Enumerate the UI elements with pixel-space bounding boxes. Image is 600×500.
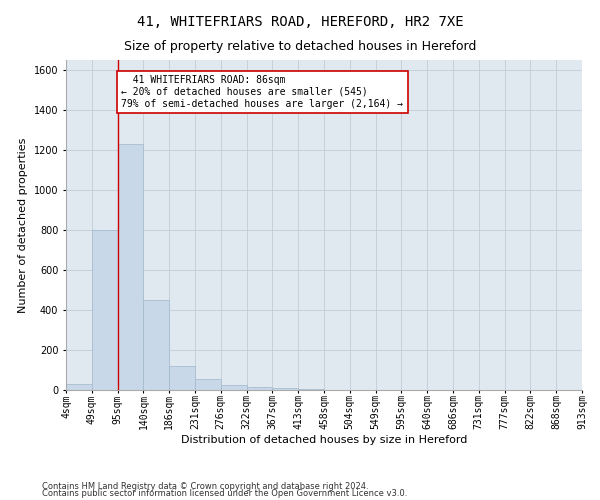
Text: Contains HM Land Registry data © Crown copyright and database right 2024.: Contains HM Land Registry data © Crown c…: [42, 482, 368, 491]
Text: Size of property relative to detached houses in Hereford: Size of property relative to detached ho…: [124, 40, 476, 53]
Bar: [66, 384, 92, 390]
Bar: [143, 300, 169, 390]
Text: 41 WHITEFRIARS ROAD: 86sqm
← 20% of detached houses are smaller (545)
79% of sem: 41 WHITEFRIARS ROAD: 86sqm ← 20% of deta…: [121, 76, 403, 108]
Bar: [247, 387, 272, 390]
Text: 41, WHITEFRIARS ROAD, HEREFORD, HR2 7XE: 41, WHITEFRIARS ROAD, HEREFORD, HR2 7XE: [137, 15, 463, 29]
Bar: [92, 230, 118, 390]
Bar: [272, 388, 298, 390]
X-axis label: Distribution of detached houses by size in Hereford: Distribution of detached houses by size …: [181, 435, 467, 445]
Bar: [169, 366, 195, 390]
Bar: [118, 144, 143, 390]
Text: Contains public sector information licensed under the Open Government Licence v3: Contains public sector information licen…: [42, 489, 407, 498]
Bar: [221, 385, 247, 390]
Y-axis label: Number of detached properties: Number of detached properties: [18, 138, 28, 312]
Bar: [195, 379, 221, 390]
